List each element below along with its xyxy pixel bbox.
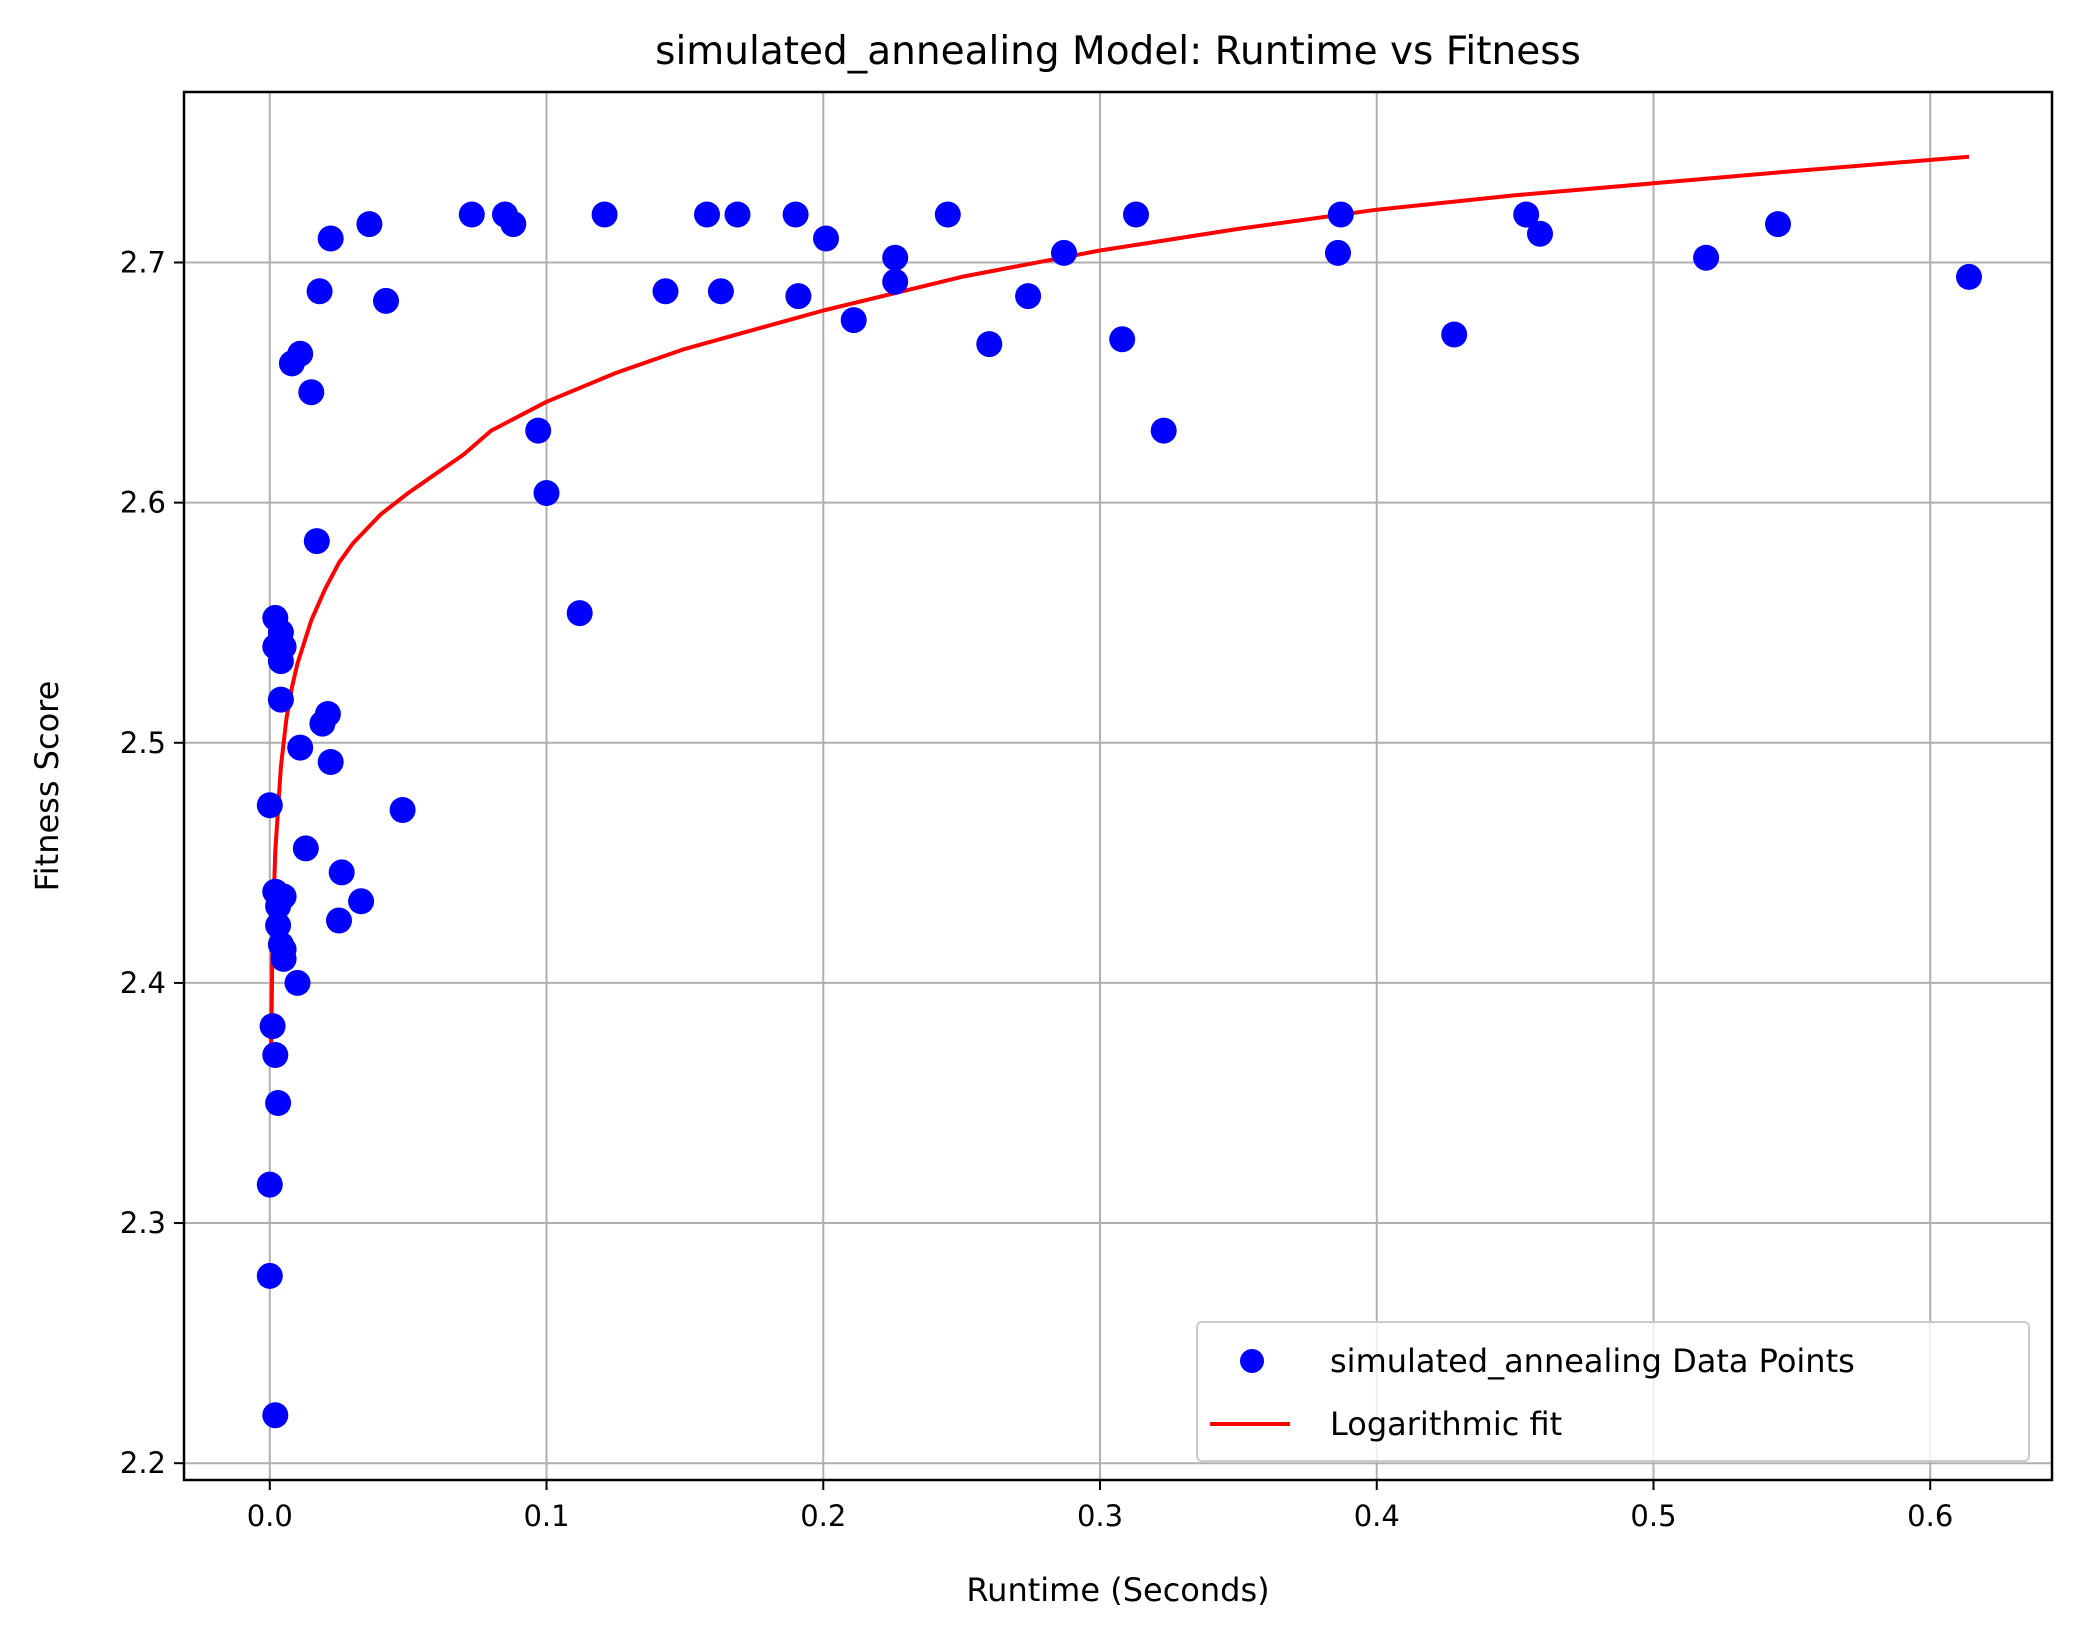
data-point <box>326 907 352 934</box>
y-axis-ticks: 2.2 2.3 2.4 2.5 2.6 2.7 <box>120 245 184 1480</box>
data-point <box>1441 321 1468 348</box>
data-point <box>882 244 909 271</box>
legend: simulated_annealing Data Points Logarith… <box>1196 1321 2030 1462</box>
data-point <box>265 1090 292 1116</box>
grid <box>184 92 2052 1480</box>
x-tick-label: 0.0 <box>247 1499 293 1533</box>
data-point <box>591 201 618 228</box>
data-point <box>707 278 734 305</box>
x-tick-label: 0.3 <box>1077 1499 1123 1533</box>
y-tick-label: 2.2 <box>120 1446 166 1480</box>
x-axis-ticks: 0.0 0.1 0.2 0.3 0.4 0.5 0.6 <box>247 1480 1953 1533</box>
data-point <box>1327 201 1354 228</box>
y-tick-label: 2.4 <box>120 966 166 1000</box>
data-point <box>1693 244 1720 271</box>
data-point <box>1051 239 1077 266</box>
data-point <box>284 969 311 996</box>
data-point <box>389 797 416 823</box>
data-point <box>1123 201 1149 228</box>
data-point <box>724 201 751 228</box>
chart-title: simulated_annealing Model: Runtime vs Fi… <box>655 29 1581 74</box>
data-point <box>303 528 330 555</box>
data-point <box>1527 220 1553 247</box>
data-point <box>976 331 1003 358</box>
x-tick-label: 0.4 <box>1354 1499 1400 1533</box>
data-point <box>813 225 839 252</box>
y-tick-label: 2.7 <box>120 245 166 279</box>
data-point <box>256 792 283 819</box>
data-point <box>652 278 679 305</box>
data-point <box>287 734 314 761</box>
data-point <box>259 1013 286 1040</box>
data-point <box>306 278 333 305</box>
data-point <box>782 201 809 228</box>
data-point <box>298 379 325 406</box>
data-point <box>1150 417 1177 444</box>
data-point <box>317 225 344 252</box>
data-point <box>533 480 560 506</box>
data-point <box>1956 263 1982 290</box>
data-point <box>458 201 485 228</box>
data-point <box>785 283 812 310</box>
data-point <box>1015 283 1042 310</box>
x-tick-label: 0.2 <box>800 1499 846 1533</box>
data-point <box>328 859 355 886</box>
y-axis-label: Fitness Score <box>28 681 66 892</box>
legend-box <box>1196 1321 2030 1462</box>
data-point <box>314 701 341 727</box>
data-point <box>317 749 344 775</box>
data-point <box>840 307 867 334</box>
data-point <box>1325 239 1351 266</box>
data-point <box>373 287 399 314</box>
data-point <box>356 211 383 238</box>
y-tick-label: 2.5 <box>120 726 166 760</box>
data-point <box>694 201 720 228</box>
y-tick-label: 2.6 <box>120 486 166 520</box>
data-point <box>1513 201 1540 228</box>
data-point <box>270 883 297 910</box>
data-point <box>1109 326 1136 353</box>
data-point <box>287 340 314 367</box>
data-points-layer <box>256 201 1982 1429</box>
data-point <box>262 1402 289 1429</box>
plot-frame <box>182 90 2054 1482</box>
x-tick-label: 0.1 <box>523 1499 569 1533</box>
data-point <box>1765 211 1791 238</box>
x-axis-label: Runtime (Seconds) <box>966 1571 1269 1609</box>
data-point <box>270 945 297 972</box>
legend-scatter-marker <box>1240 1349 1264 1373</box>
y-tick-label: 2.3 <box>120 1206 166 1240</box>
data-point <box>270 633 297 660</box>
data-point <box>267 686 294 713</box>
data-point <box>566 600 593 627</box>
data-point <box>265 912 292 939</box>
data-point <box>882 268 909 295</box>
data-point <box>256 1262 283 1289</box>
x-tick-label: 0.5 <box>1630 1499 1676 1533</box>
legend-line-label: Logarithmic fit <box>1330 1405 1562 1443</box>
data-point <box>256 1171 283 1198</box>
legend-scatter-label: simulated_annealing Data Points <box>1330 1342 1855 1380</box>
x-tick-label: 0.6 <box>1907 1499 1953 1533</box>
data-point <box>348 888 375 915</box>
data-point <box>262 1042 289 1068</box>
data-point <box>292 835 319 862</box>
data-point <box>500 211 527 238</box>
data-point <box>525 417 552 444</box>
data-point <box>934 201 961 228</box>
